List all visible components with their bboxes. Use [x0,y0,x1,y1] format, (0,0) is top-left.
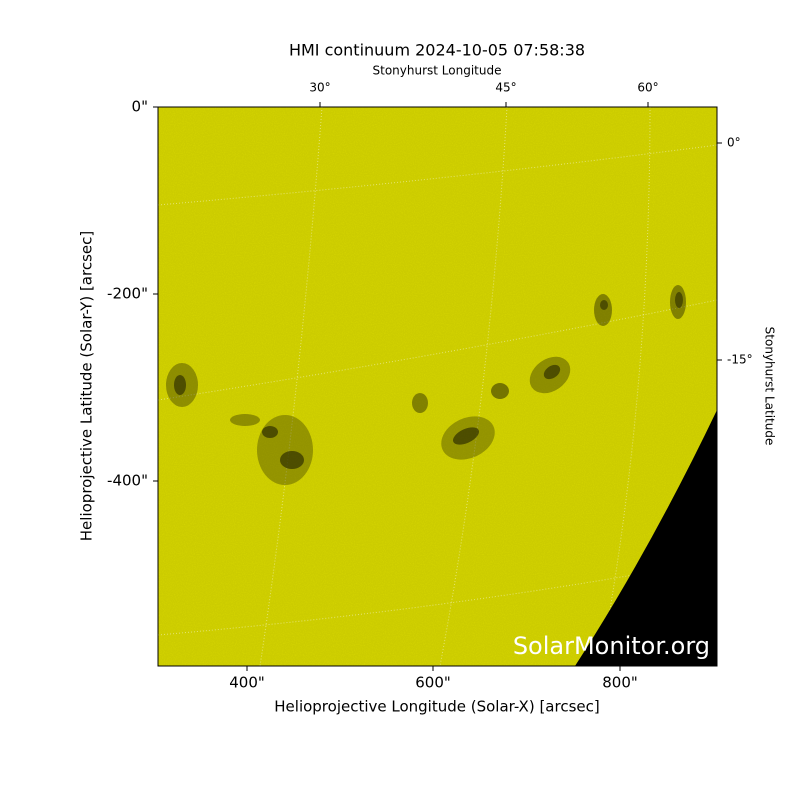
x-tick-label: 400" [229,674,265,692]
right-tick-label: -15° [727,353,753,367]
right-tick-label: 0° [727,136,741,150]
x-tick-label: 600" [415,674,451,692]
y-axis-label: Helioprojective Latitude (Solar-Y) [arcs… [78,231,96,541]
y-tick-label: 0" [132,98,148,116]
top-tick-label: 45° [495,81,516,95]
right-axis-label: Stonyhurst Latitude [763,327,777,446]
top-axis-label: Stonyhurst Longitude [373,64,502,78]
top-tick-label: 60° [637,81,658,95]
watermark: SolarMonitor.org [513,632,710,660]
top-tick-label: 30° [309,81,330,95]
y-tick-label: -200" [107,285,148,303]
title: HMI continuum 2024-10-05 07:58:38 [289,41,585,60]
x-axis-label: Helioprojective Longitude (Solar-X) [arc… [274,698,599,716]
y-tick-label: -400" [107,472,148,490]
solar-image: SolarMonitor.org [158,107,717,666]
x-tick-label: 800" [602,674,638,692]
axes-frame [157,106,718,667]
